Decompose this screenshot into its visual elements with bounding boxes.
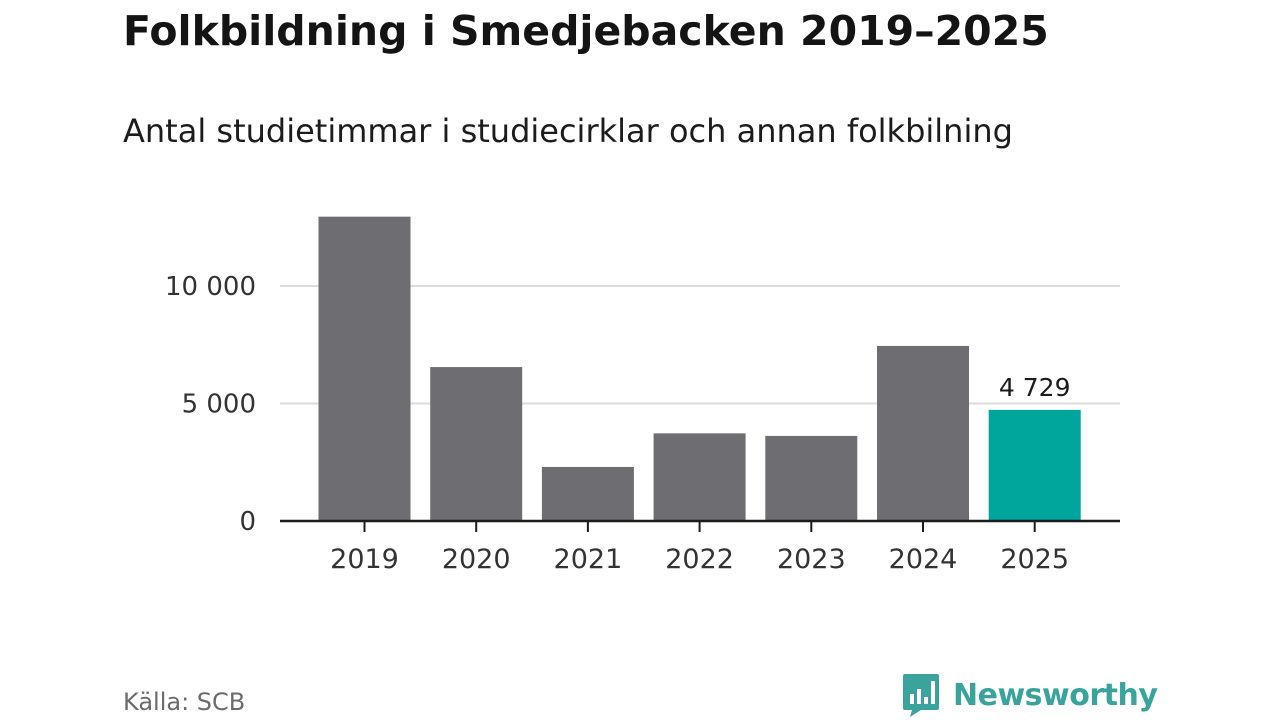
chart-title: Folkbildning i Smedjebacken 2019–2025 <box>123 7 1049 55</box>
bar-2021 <box>541 466 634 521</box>
y-axis-tick-labels: 0 5 000 10 000 <box>165 272 256 537</box>
bars <box>318 216 1081 522</box>
x-tick-label: 2025 <box>1000 544 1069 575</box>
x-tick-label: 2019 <box>330 544 399 575</box>
bar-2023 <box>765 435 858 521</box>
x-axis-tick-labels: 2019 2020 2021 2022 2023 2024 2025 <box>330 544 1069 575</box>
x-tick-label: 2020 <box>442 544 511 575</box>
bar-2019 <box>318 216 411 522</box>
data-label: 4 729 <box>999 373 1071 402</box>
y-tick-label: 5 000 <box>182 390 256 420</box>
bar-2025 <box>988 409 1081 521</box>
brand-name: Newsworthy <box>953 677 1158 713</box>
x-tick-label: 2023 <box>777 544 846 575</box>
bar-chart-speech-bubble-icon <box>903 674 939 717</box>
x-tick-label: 2024 <box>889 544 958 575</box>
bar-chart: 0 5 000 10 000 2019 2020 2021 2022 2023 2024 202… <box>165 216 1120 575</box>
newsworthy-logo: Newsworthy <box>901 671 1158 719</box>
bar-2022 <box>653 433 746 521</box>
y-tick-label: 0 <box>239 507 256 537</box>
bar-2020 <box>430 367 523 521</box>
x-tick-label: 2021 <box>554 544 623 575</box>
x-axis <box>280 519 1120 532</box>
source-note: Källa: SCB <box>123 688 246 716</box>
data-labels: 4 729 <box>999 373 1071 402</box>
y-tick-label: 10 000 <box>165 272 256 302</box>
chart-subtitle: Antal studietimmar i studiecirklar och a… <box>123 112 1013 150</box>
gridlines <box>280 285 1120 405</box>
bar-2024 <box>877 345 969 521</box>
x-tick-label: 2022 <box>665 544 734 575</box>
